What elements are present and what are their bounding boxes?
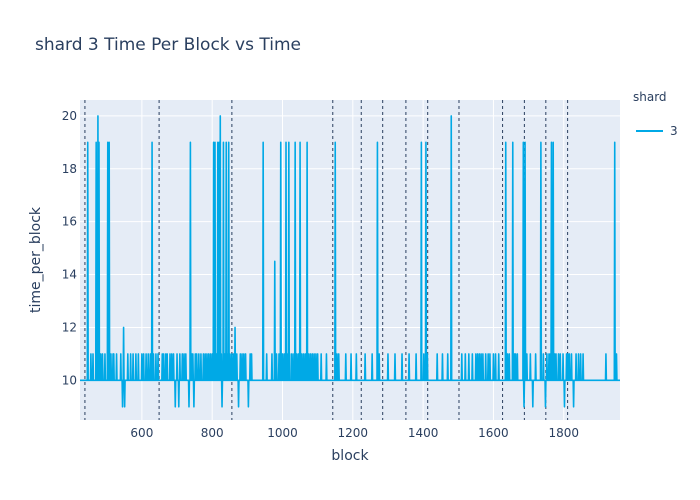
y-tick-label: 10 — [62, 373, 77, 387]
x-tick-label: 1200 — [338, 426, 369, 440]
y-tick-label: 12 — [62, 320, 77, 334]
legend[interactable]: shard 3 — [633, 90, 678, 138]
x-tick-label: 1800 — [548, 426, 579, 440]
x-tick-label: 1600 — [478, 426, 509, 440]
x-tick-label: 800 — [201, 426, 224, 440]
chart-title: shard 3 Time Per Block vs Time — [35, 35, 301, 55]
y-tick-label: 16 — [62, 215, 77, 229]
series-3-line[interactable] — [80, 115, 620, 408]
x-tick-label: 600 — [130, 426, 153, 440]
y-tick-label: 18 — [62, 162, 77, 176]
x-tick-label: 1400 — [408, 426, 439, 440]
legend-title: shard — [633, 90, 667, 104]
legend-item-label: 3 — [670, 124, 678, 138]
y-tick-label: 20 — [62, 109, 77, 123]
y-axis-title: time_per_block — [28, 206, 44, 313]
x-axis-title: block — [331, 448, 369, 464]
x-tick-label: 1000 — [267, 426, 298, 440]
y-tick-label: 14 — [62, 268, 77, 282]
